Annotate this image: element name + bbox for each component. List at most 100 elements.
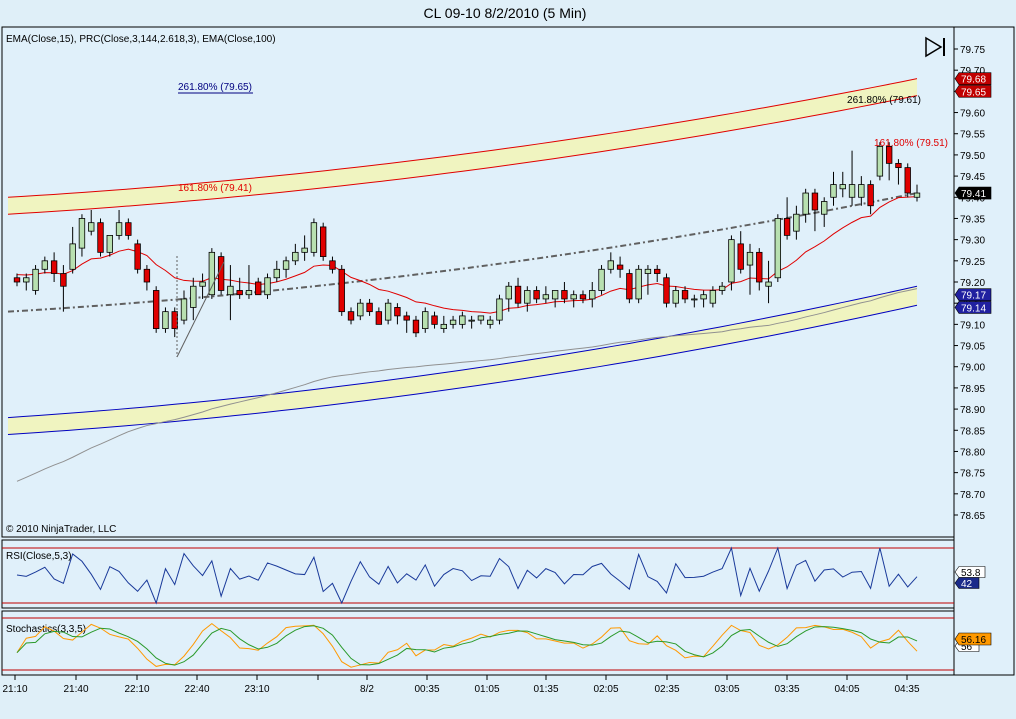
candle	[236, 277, 243, 299]
candle	[570, 290, 577, 308]
candle	[672, 286, 679, 308]
candle	[384, 298, 392, 325]
rsi-tag: 42	[954, 577, 980, 590]
candle	[171, 307, 178, 338]
candle	[152, 286, 160, 333]
candle-body	[264, 277, 271, 296]
candle-body	[180, 298, 188, 321]
x-tick-label: 03:05	[714, 684, 739, 695]
stoch-d-line	[16, 625, 918, 666]
rsi-line	[16, 546, 918, 605]
candle	[691, 294, 698, 308]
candle	[366, 298, 373, 316]
upper-channel-inner	[7, 95, 918, 215]
x-tick-label: 03:35	[774, 684, 799, 695]
candle	[217, 252, 225, 295]
candle-body	[867, 184, 874, 207]
candle	[477, 315, 485, 325]
candle-body	[468, 319, 475, 322]
rsi-panel	[1, 539, 955, 609]
candle-body	[13, 277, 21, 283]
price-tag-shape	[954, 566, 986, 578]
candle	[97, 218, 104, 257]
price-tag-text: 42	[961, 579, 973, 590]
price-tag-shape	[954, 85, 992, 98]
ema15-line	[16, 196, 918, 314]
x-tick-label: 23:10	[244, 684, 269, 695]
price-tag-shape	[954, 632, 992, 646]
candle	[913, 184, 921, 202]
candle-body	[524, 290, 531, 304]
candle-body	[589, 290, 596, 300]
candle	[876, 142, 884, 181]
y-tick-label: 79.10	[960, 320, 985, 331]
rsi-label: RSI(Close,5,3)	[6, 551, 72, 562]
candle	[561, 282, 568, 304]
candle	[858, 176, 865, 206]
candle	[329, 256, 336, 274]
candle	[60, 265, 67, 312]
y-tick-label: 78.65	[960, 511, 985, 522]
price-tag-text: 56	[961, 642, 973, 653]
price-tag-text: 79.68	[961, 75, 986, 86]
y-tick-label: 79.05	[960, 342, 985, 353]
copyright-text: © 2010 NinjaTrader, LLC	[6, 524, 116, 535]
candle	[375, 307, 383, 325]
candle-body	[663, 277, 670, 304]
x-tick-label: 01:05	[474, 684, 499, 695]
skip-forward-icon[interactable]	[922, 36, 948, 58]
fib-annotations: 261.80% (79.65) 261.80% (79.61) 161.80% (7…	[176, 82, 948, 358]
fib-label: 161.80% (79.41)	[178, 183, 252, 194]
candle	[487, 315, 494, 329]
candle	[106, 234, 113, 257]
candle	[783, 197, 791, 240]
candle-body	[292, 251, 299, 262]
candle	[885, 142, 893, 181]
candle	[431, 311, 438, 329]
candle-body	[728, 239, 735, 283]
candle-body	[913, 192, 921, 198]
candle	[78, 214, 86, 257]
candle	[227, 265, 234, 321]
y-tick-label: 79.00	[960, 363, 985, 374]
ema100-line	[16, 288, 918, 482]
candle-body	[422, 311, 429, 329]
candle	[208, 248, 216, 299]
candle	[765, 260, 772, 304]
candle-body	[542, 294, 550, 300]
x-tick-label: 01:35	[533, 684, 558, 695]
candle-body	[737, 243, 744, 270]
price-tag: 79.68	[954, 72, 992, 86]
moving-averages	[7, 192, 918, 482]
candle-body	[876, 146, 884, 177]
chart-title: CL 09-10 8/2/2010 (5 Min)	[424, 5, 587, 21]
candle-body	[357, 302, 364, 317]
x-tick-label: 21:10	[2, 684, 27, 695]
candle-body	[282, 260, 290, 270]
candle-body	[403, 315, 410, 321]
candle	[403, 311, 410, 333]
stoch-panel	[1, 610, 955, 676]
candle	[190, 277, 197, 321]
candle	[756, 248, 763, 291]
candle-body	[320, 226, 327, 257]
candle-body	[449, 319, 457, 325]
candle-body	[236, 290, 243, 296]
candle	[514, 277, 522, 308]
candle-body	[115, 222, 123, 236]
candle-body	[746, 251, 754, 266]
y-tick-label: 79.35	[960, 214, 985, 225]
candle	[310, 218, 318, 257]
candle-body	[23, 277, 30, 283]
candle-body	[338, 268, 345, 313]
candle	[551, 290, 559, 308]
candle-body	[551, 290, 559, 300]
candle-body	[561, 290, 568, 300]
y-tick-label: 78.75	[960, 469, 985, 480]
price-tag-shape	[954, 577, 980, 589]
candle-body	[366, 302, 373, 313]
candle-body	[570, 294, 577, 300]
y-tick-label: 78.90	[960, 405, 985, 416]
price-tag: 79.14	[954, 301, 992, 314]
